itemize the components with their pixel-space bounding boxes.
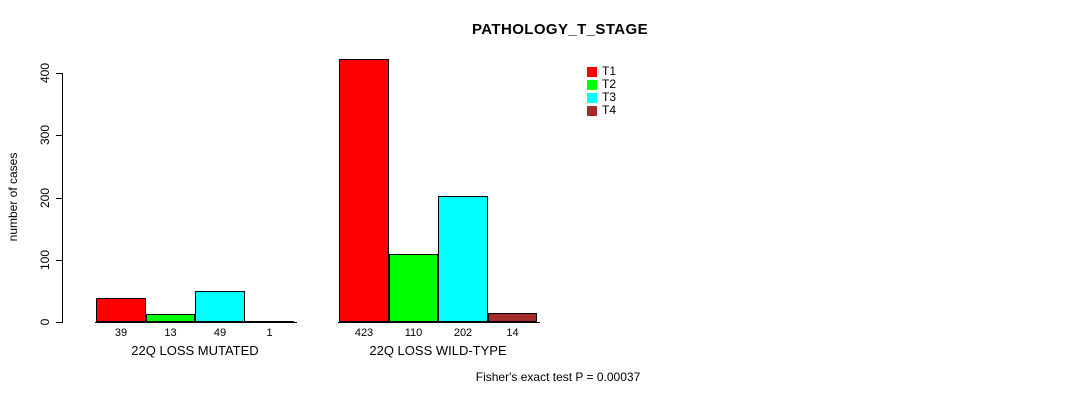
y-tick-label: 200 xyxy=(38,187,52,209)
legend-row-t1: T1 xyxy=(587,65,616,78)
legend-swatch-icon xyxy=(587,105,597,116)
y-tick xyxy=(56,135,62,136)
y-tick xyxy=(56,260,62,261)
y-tick-label: 100 xyxy=(38,249,52,271)
legend-swatch-icon xyxy=(587,66,597,77)
legend-swatch-icon xyxy=(587,92,597,103)
legend-row-t4: T4 xyxy=(587,104,616,117)
bar-t3-group2 xyxy=(438,196,488,322)
legend: T1 T2 T3 T4 xyxy=(587,65,616,117)
stat-test-caption: Fisher's exact test P = 0.00037 xyxy=(475,370,641,384)
y-axis-line xyxy=(62,73,63,323)
bar-value-label: 14 xyxy=(506,327,519,339)
legend-row-t3: T3 xyxy=(587,91,616,104)
legend-row-t2: T2 xyxy=(587,78,616,91)
bar-t1-group1 xyxy=(96,298,146,322)
y-tick-label: 0 xyxy=(38,318,52,326)
bar-t2-group2 xyxy=(389,254,438,322)
legend-label: T3 xyxy=(602,90,617,104)
y-tick xyxy=(56,73,62,74)
chart-title: PATHOLOGY_T_STAGE xyxy=(472,21,648,38)
bar-value-label: 202 xyxy=(453,327,473,339)
bar-value-label: 423 xyxy=(354,327,374,339)
category-label: 22Q LOSS WILD-TYPE xyxy=(369,343,507,358)
legend-label: T2 xyxy=(602,77,617,91)
bar-t4-group2 xyxy=(488,313,537,322)
legend-label: T4 xyxy=(602,103,617,117)
bar-value-label: 49 xyxy=(213,327,227,339)
bar-t4-group1 xyxy=(245,321,294,323)
bar-t1-group2 xyxy=(339,59,389,322)
bar-t2-group1 xyxy=(146,314,195,322)
bar-value-label: 13 xyxy=(164,327,177,339)
legend-label: T1 xyxy=(602,64,617,78)
y-tick-label: 300 xyxy=(38,124,52,146)
bar-value-label: 39 xyxy=(114,327,128,339)
category-label: 22Q LOSS MUTATED xyxy=(131,343,259,358)
bar-value-label: 110 xyxy=(404,327,423,339)
y-tick xyxy=(56,322,62,323)
legend-swatch-icon xyxy=(587,79,597,90)
x-axis-baseline xyxy=(338,322,540,323)
x-axis-baseline xyxy=(95,322,297,323)
bar-value-label: 1 xyxy=(266,327,273,339)
y-tick-label: 400 xyxy=(38,62,52,84)
y-tick xyxy=(56,198,62,199)
bar-t3-group1 xyxy=(195,291,245,322)
